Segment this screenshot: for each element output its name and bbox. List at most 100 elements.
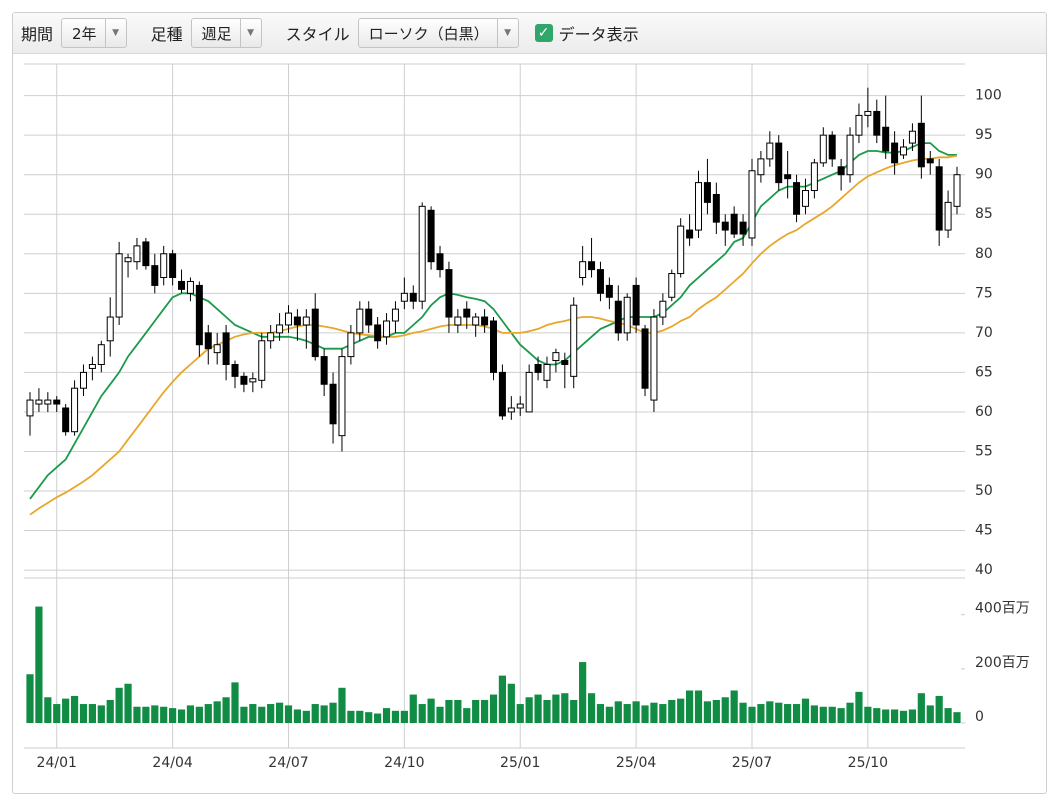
candle-body xyxy=(819,134,827,164)
volume-bar xyxy=(730,690,738,723)
volume-bar xyxy=(748,706,756,723)
volume-bar xyxy=(356,710,364,723)
candle-body xyxy=(347,332,355,358)
volume-bar xyxy=(142,706,150,723)
volume-bar xyxy=(543,699,551,723)
volume-bar xyxy=(204,704,212,723)
volume-bar xyxy=(507,683,515,723)
volume-bar xyxy=(436,706,444,723)
candle-body xyxy=(677,225,685,275)
candle-body xyxy=(44,399,52,405)
candle-body xyxy=(882,126,890,152)
volume-bar xyxy=(784,704,792,723)
candle-body xyxy=(695,182,703,231)
volume-bar xyxy=(418,704,426,723)
candle-body xyxy=(383,320,391,338)
candle-body xyxy=(686,229,694,239)
candle-body xyxy=(596,269,604,294)
volume-bar xyxy=(213,701,221,723)
volume-bar xyxy=(570,699,578,723)
candle-body xyxy=(276,324,284,334)
volume-bar xyxy=(177,709,186,723)
volume-bar xyxy=(311,704,319,723)
volume-bar xyxy=(480,699,489,723)
candle-body xyxy=(106,316,114,342)
candle-body xyxy=(418,205,426,302)
candle-body xyxy=(525,371,533,413)
candle-body xyxy=(338,356,346,437)
x-tick-label: 25/10 xyxy=(848,755,888,771)
y-tick-label: 60 xyxy=(975,404,993,420)
period-select[interactable]: 2年 ▼ xyxy=(61,18,127,48)
volume-bar xyxy=(953,712,961,723)
candle-body xyxy=(445,269,453,318)
volume-bar xyxy=(873,708,881,723)
candle-body xyxy=(908,130,916,144)
y-tick-label: 70 xyxy=(975,325,993,341)
volume-bar xyxy=(855,691,863,723)
volume-bar xyxy=(721,697,729,723)
volume-bar xyxy=(694,690,703,723)
candle-body xyxy=(231,363,239,377)
volume-bar xyxy=(44,697,52,723)
candle-body xyxy=(588,261,596,271)
volume-bar xyxy=(293,709,302,723)
candle-body xyxy=(917,122,925,168)
volume-bar xyxy=(685,690,694,723)
volume-tick-label: 400百万 xyxy=(975,601,1030,617)
candle-body xyxy=(186,280,194,294)
volume-bar xyxy=(623,704,631,723)
volume-bar xyxy=(846,702,854,723)
dropdown-arrow: ▼ xyxy=(239,19,261,47)
candle-body xyxy=(320,356,328,385)
candle-body xyxy=(311,308,319,358)
y-tick-label: 100 xyxy=(975,88,1002,104)
candle-body xyxy=(329,383,337,425)
volume-bar xyxy=(498,675,507,723)
dropdown-arrow: ▼ xyxy=(104,19,126,47)
volume-bar xyxy=(944,708,952,723)
candle-body xyxy=(801,190,809,207)
volume-bar xyxy=(124,683,132,723)
style-select[interactable]: ローソク（白黒） ▼ xyxy=(357,18,519,48)
volume-bar xyxy=(70,695,79,723)
candle-body xyxy=(641,328,649,389)
y-tick-label: 90 xyxy=(975,167,993,183)
candle-body xyxy=(88,363,96,369)
show-data-checkbox[interactable]: ✓ xyxy=(534,24,553,42)
volume-bar xyxy=(374,713,382,723)
candle-body xyxy=(891,142,899,164)
candle-body xyxy=(703,182,711,203)
volume-bar xyxy=(712,699,720,723)
candle-body xyxy=(178,280,186,290)
candle-body xyxy=(605,284,613,298)
volume-bar xyxy=(810,705,818,723)
volume-bar xyxy=(365,712,373,723)
volume-bar xyxy=(864,706,872,723)
candle-body xyxy=(240,375,248,385)
y-tick-label: 50 xyxy=(975,483,993,499)
volume-bar xyxy=(338,687,346,723)
candle-body xyxy=(391,308,399,322)
volume-bar xyxy=(26,674,34,723)
volume-bar xyxy=(828,706,836,723)
candle-body xyxy=(267,332,275,342)
volume-bar xyxy=(97,705,105,723)
y-tick-label: 55 xyxy=(975,443,993,459)
volume-bar xyxy=(614,701,622,723)
y-tick-label: 85 xyxy=(975,206,993,222)
bar-type-value: 週足 xyxy=(201,24,232,43)
volume-bar xyxy=(160,706,168,723)
volume-bar xyxy=(391,710,400,723)
volume-bar xyxy=(891,709,899,723)
candle-body xyxy=(953,174,961,207)
bar-type-select[interactable]: 週足 ▼ xyxy=(190,18,262,48)
candle-body xyxy=(623,296,631,334)
volume-bar xyxy=(195,706,203,723)
volume-bar xyxy=(302,710,310,723)
candle-body xyxy=(507,407,515,413)
volume-bar xyxy=(463,708,471,723)
candle-body xyxy=(614,300,622,334)
volume-bar xyxy=(935,695,943,723)
